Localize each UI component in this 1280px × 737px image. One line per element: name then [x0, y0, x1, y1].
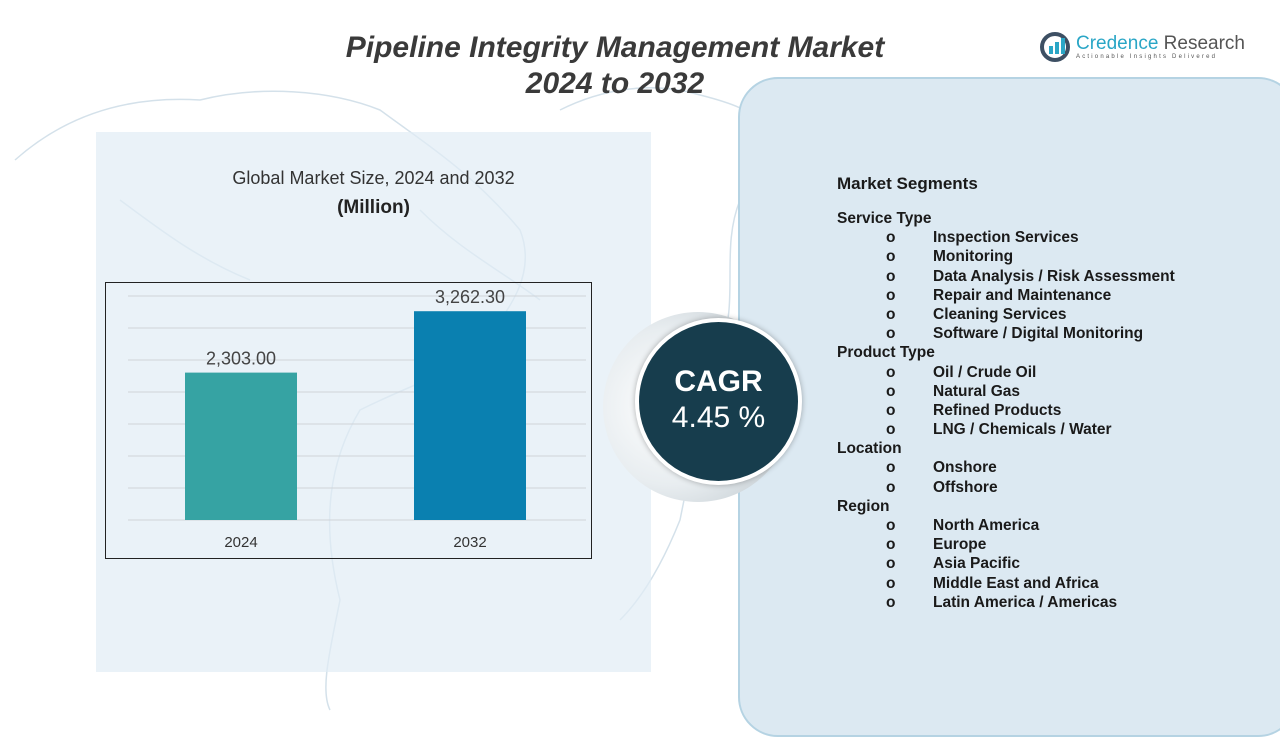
- segment-item-label: Software / Digital Monitoring: [933, 325, 1144, 343]
- chart-subtitle: (Million): [337, 197, 410, 218]
- cagr-value: 4.45 %: [671, 401, 766, 434]
- bullet: o: [886, 401, 896, 419]
- segment-category: Service Type: [837, 210, 932, 227]
- segment-item-label: Refined Products: [933, 401, 1062, 419]
- segment-item-label: Repair and Maintenance: [933, 286, 1112, 304]
- segment-item: o LNG / Chemicals / Water: [837, 420, 1112, 439]
- segment-item-label: Inspection Services: [933, 229, 1079, 247]
- segment-item: o Inspection Services: [837, 228, 1079, 247]
- cagr-badge: CAGR 4.45 %: [635, 318, 802, 485]
- logo-name-part1: Credence: [1076, 33, 1159, 54]
- segment-item: o North America: [837, 516, 1039, 535]
- segment-item: o Asia Pacific: [837, 554, 1020, 573]
- bullet: o: [886, 382, 896, 400]
- data-label: 2,303.00: [206, 349, 276, 369]
- segment-item-label: Onshore: [933, 459, 997, 477]
- segment-item: o Refined Products: [837, 401, 1061, 420]
- page-title: Pipeline Integrity Management Market 202…: [250, 30, 980, 102]
- segment-item: o Natural Gas: [837, 382, 1020, 401]
- segment-item: o Middle East and Africa: [837, 574, 1099, 593]
- segment-item-label: Asia Pacific: [933, 555, 1021, 573]
- segment-item-label: Oil / Crude Oil: [933, 363, 1037, 381]
- logo-chart-icon: [1040, 32, 1070, 62]
- bullet: o: [886, 574, 896, 592]
- segments-heading: Market Segments: [837, 174, 978, 193]
- bar-2024: [185, 372, 297, 520]
- segment-item: o Repair and Maintenance: [837, 286, 1111, 305]
- bullet: o: [886, 555, 896, 573]
- bullet: o: [886, 459, 896, 477]
- bar-2032: [414, 311, 526, 520]
- bar-chart: 2,303.00 2024 3,262.30 2032: [105, 282, 592, 559]
- segment-item: o Monitoring: [837, 247, 1013, 266]
- logo-name: Credence Research: [1076, 34, 1245, 54]
- bullet: o: [886, 305, 896, 323]
- bullet: o: [886, 478, 896, 496]
- x-tick-label: 2024: [224, 534, 257, 551]
- bullet: o: [886, 286, 896, 304]
- bullet: o: [886, 267, 896, 285]
- bullet: o: [886, 229, 896, 247]
- data-label: 3,262.30: [435, 287, 505, 307]
- segment-item: o Oil / Crude Oil: [837, 363, 1036, 382]
- segment-item-label: Middle East and Africa: [933, 574, 1099, 592]
- bullet: o: [886, 517, 896, 534]
- x-tick-label: 2032: [453, 534, 486, 551]
- segment-item-label: Europe: [933, 536, 987, 554]
- cagr-label: CAGR: [674, 365, 763, 398]
- bullet: o: [886, 421, 896, 439]
- segment-item: o Offshore: [837, 478, 998, 497]
- segment-item: o Cleaning Services: [837, 305, 1067, 324]
- bullet: o: [886, 248, 896, 266]
- segment-category: Product Type: [837, 344, 935, 362]
- segment-item-label: Monitoring: [933, 248, 1014, 266]
- segment-item: o Onshore: [837, 458, 997, 477]
- bullet: o: [886, 325, 896, 343]
- market-segments: Market Segments Service Type o Inspection …: [837, 174, 1175, 612]
- segment-item: o Latin America / Americas: [837, 593, 1117, 612]
- logo-name-part2: Research: [1163, 33, 1245, 54]
- logo-tagline: Actionable Insights Delivered: [1076, 54, 1218, 60]
- credence-research-logo: Credence Research Actionable Insights De…: [1040, 32, 1245, 62]
- segment-category: Location: [837, 440, 902, 458]
- title-line-2: 2024 to 2032: [525, 67, 705, 100]
- bullet: o: [886, 363, 896, 381]
- segment-item-label: Offshore: [933, 478, 998, 496]
- segment-item-label: Cleaning Services: [933, 305, 1067, 323]
- bullet: o: [886, 593, 896, 611]
- segment-item-label: Natural Gas: [933, 382, 1021, 400]
- segment-item-label: North America: [933, 517, 1040, 534]
- chart-title: Global Market Size, 2024 and 2032: [232, 168, 515, 188]
- title-line-1: Pipeline Integrity Management Market: [345, 31, 885, 64]
- segment-item-label: Data Analysis / Risk Assessment: [933, 267, 1175, 285]
- segment-category: Region: [837, 497, 890, 515]
- segment-item: o Data Analysis / Risk Assessment: [837, 267, 1175, 286]
- bullet: o: [886, 536, 896, 554]
- segment-item-label: LNG / Chemicals / Water: [933, 421, 1112, 439]
- bar-chart-svg: 2,303.00 2024 3,262.30 2032: [128, 287, 586, 551]
- segment-item-label: Latin America / Americas: [933, 593, 1118, 611]
- segment-item: o Europe: [837, 535, 986, 554]
- segment-item: o Software / Digital Monitoring: [837, 324, 1143, 343]
